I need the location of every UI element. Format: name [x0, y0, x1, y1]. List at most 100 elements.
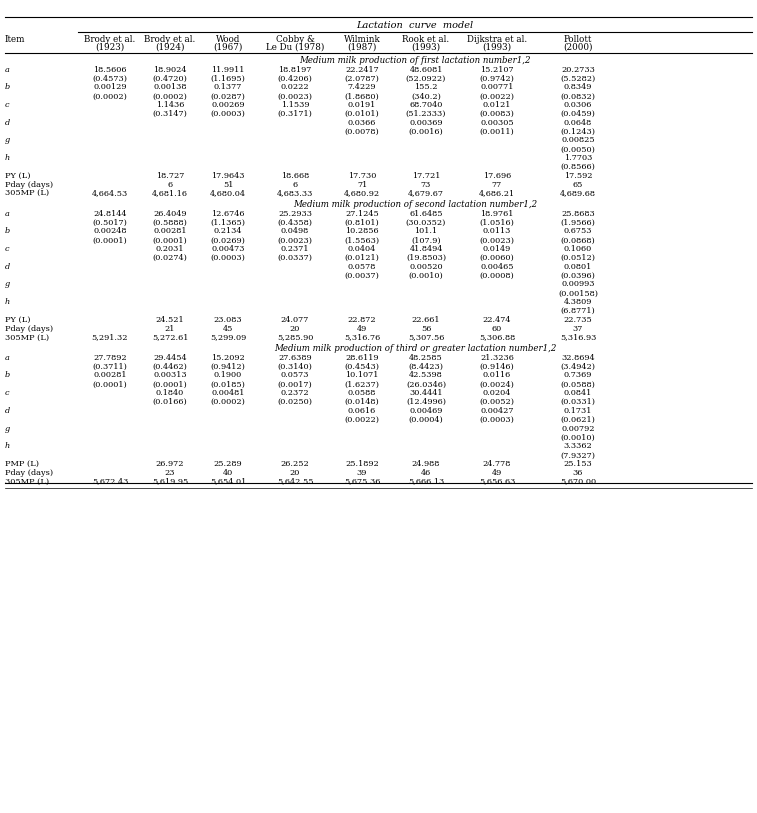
Text: 65: 65 — [573, 180, 583, 189]
Text: 22.661: 22.661 — [412, 315, 441, 324]
Text: (0.0001): (0.0001) — [92, 237, 127, 245]
Text: (0.0148): (0.0148) — [344, 398, 379, 406]
Text: 0.1377: 0.1377 — [213, 83, 242, 91]
Text: 68.7040: 68.7040 — [410, 101, 443, 109]
Text: 0.1731: 0.1731 — [564, 406, 592, 415]
Text: (0.0512): (0.0512) — [560, 254, 596, 263]
Text: 1.7703: 1.7703 — [564, 154, 592, 162]
Text: 48.6081: 48.6081 — [410, 66, 443, 73]
Text: 42.5398: 42.5398 — [409, 372, 443, 380]
Text: 39: 39 — [357, 469, 367, 476]
Text: 15.2092: 15.2092 — [211, 354, 245, 362]
Text: (0.3140): (0.3140) — [278, 363, 313, 371]
Text: 0.6753: 0.6753 — [564, 228, 592, 235]
Text: Pday (days): Pday (days) — [5, 469, 53, 476]
Text: 4.3809: 4.3809 — [564, 298, 592, 307]
Text: 5,675.36: 5,675.36 — [344, 477, 380, 485]
Text: (0.0588): (0.0588) — [561, 380, 596, 389]
Text: 22.2417: 22.2417 — [345, 66, 378, 73]
Text: h: h — [5, 154, 11, 162]
Text: (0.0022): (0.0022) — [479, 93, 515, 100]
Text: 17.9643: 17.9643 — [211, 172, 245, 180]
Text: Rook et al.: Rook et al. — [403, 35, 450, 44]
Text: 56: 56 — [421, 324, 431, 333]
Text: (340.2): (340.2) — [411, 93, 441, 100]
Text: 0.0113: 0.0113 — [483, 228, 511, 235]
Text: (0.4206): (0.4206) — [278, 75, 313, 83]
Text: 0.00129: 0.00129 — [93, 83, 126, 91]
Text: (12.4996): (12.4996) — [406, 398, 446, 406]
Text: (0.3147): (0.3147) — [153, 110, 188, 118]
Text: (3.4942): (3.4942) — [560, 363, 596, 371]
Text: (0.4543): (0.4543) — [344, 363, 379, 371]
Text: 0.0306: 0.0306 — [564, 101, 592, 109]
Text: (0.8101): (0.8101) — [344, 219, 379, 227]
Text: 24.778: 24.778 — [483, 460, 511, 468]
Text: (0.0011): (0.0011) — [480, 128, 514, 136]
Text: 4,686.21: 4,686.21 — [479, 189, 515, 198]
Text: 23.083: 23.083 — [213, 315, 242, 324]
Text: Le Du (1978): Le Du (1978) — [266, 43, 324, 52]
Text: Item: Item — [5, 35, 26, 44]
Text: 17.696: 17.696 — [483, 172, 511, 180]
Text: 18.9024: 18.9024 — [153, 66, 187, 73]
Text: (0.0121): (0.0121) — [344, 254, 379, 263]
Text: 0.1060: 0.1060 — [564, 245, 592, 253]
Text: 5,656.63: 5,656.63 — [479, 477, 516, 485]
Text: 155.2: 155.2 — [414, 83, 438, 91]
Text: (0.0060): (0.0060) — [480, 254, 514, 263]
Text: 6: 6 — [167, 180, 173, 189]
Text: 71: 71 — [357, 180, 367, 189]
Text: 12.6746: 12.6746 — [211, 210, 245, 218]
Text: 26.252: 26.252 — [281, 460, 310, 468]
Text: g: g — [5, 424, 11, 433]
Text: (0.0010): (0.0010) — [409, 272, 444, 280]
Text: (0.0052): (0.0052) — [479, 398, 515, 406]
Text: 0.1900: 0.1900 — [214, 372, 242, 380]
Text: h: h — [5, 298, 11, 307]
Text: (0.0287): (0.0287) — [210, 93, 245, 100]
Text: 5,672.43: 5,672.43 — [92, 477, 128, 485]
Text: 40: 40 — [223, 469, 233, 476]
Text: Pday (days): Pday (days) — [5, 324, 53, 333]
Text: d: d — [5, 406, 11, 415]
Text: (52.0922): (52.0922) — [406, 75, 446, 83]
Text: 4,680.04: 4,680.04 — [210, 189, 246, 198]
Text: 0.00269: 0.00269 — [211, 101, 245, 109]
Text: 60: 60 — [492, 324, 502, 333]
Text: (0.8566): (0.8566) — [561, 163, 596, 172]
Text: 0.0498: 0.0498 — [281, 228, 309, 235]
Text: (0.1243): (0.1243) — [560, 128, 596, 136]
Text: 0.00771: 0.00771 — [480, 83, 514, 91]
Text: (0.9412): (0.9412) — [210, 363, 245, 371]
Text: (1924): (1924) — [155, 43, 185, 52]
Text: 5,642.55: 5,642.55 — [277, 477, 313, 485]
Text: Brody et al.: Brody et al. — [84, 35, 136, 44]
Text: 101.1: 101.1 — [414, 228, 438, 235]
Text: (0.0017): (0.0017) — [278, 380, 313, 389]
Text: 17.592: 17.592 — [564, 172, 592, 180]
Text: 0.00481: 0.00481 — [211, 389, 245, 397]
Text: b: b — [5, 372, 11, 380]
Text: (0.0023): (0.0023) — [278, 237, 313, 245]
Text: (1967): (1967) — [213, 43, 243, 52]
Text: Medium milk production of second lactation number1,2: Medium milk production of second lactati… — [293, 200, 537, 209]
Text: 5,299.09: 5,299.09 — [210, 333, 246, 341]
Text: 0.00520: 0.00520 — [410, 263, 443, 271]
Text: a: a — [5, 210, 10, 218]
Text: PY (L): PY (L) — [5, 315, 30, 324]
Text: 0.0648: 0.0648 — [564, 119, 592, 127]
Text: 17.730: 17.730 — [347, 172, 376, 180]
Text: Cobby &: Cobby & — [276, 35, 314, 44]
Text: 45: 45 — [223, 324, 233, 333]
Text: 0.0191: 0.0191 — [348, 101, 376, 109]
Text: 0.0616: 0.0616 — [348, 406, 376, 415]
Text: 46: 46 — [421, 469, 431, 476]
Text: (2.0787): (2.0787) — [344, 75, 379, 83]
Text: (19.8503): (19.8503) — [406, 254, 446, 263]
Text: (0.0008): (0.0008) — [480, 272, 514, 280]
Text: 0.0573: 0.0573 — [281, 372, 310, 380]
Text: 25.289: 25.289 — [213, 460, 242, 468]
Text: (0.0868): (0.0868) — [561, 237, 595, 245]
Text: 4,683.33: 4,683.33 — [277, 189, 313, 198]
